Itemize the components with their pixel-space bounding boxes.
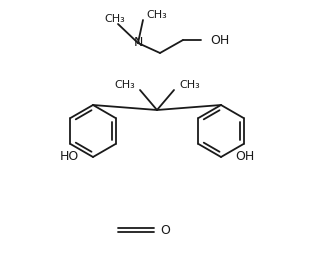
Text: HO: HO: [60, 150, 79, 164]
Text: OH: OH: [210, 34, 229, 46]
Text: CH₃: CH₃: [114, 80, 135, 90]
Text: OH: OH: [235, 150, 254, 164]
Text: O: O: [160, 223, 170, 237]
Text: N: N: [133, 36, 143, 50]
Text: CH₃: CH₃: [146, 10, 167, 20]
Text: CH₃: CH₃: [105, 14, 126, 24]
Text: CH₃: CH₃: [179, 80, 200, 90]
